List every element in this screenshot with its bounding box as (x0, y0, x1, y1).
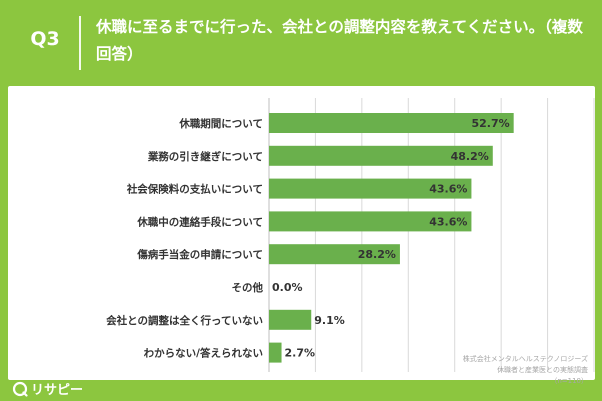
data-label: 2.7% (285, 347, 316, 360)
data-label: 43.6% (429, 183, 467, 196)
header: Q3 休職に至るまでに行った、会社との調整内容を教えてください。（複数回答） (0, 0, 602, 84)
bar (269, 342, 282, 363)
data-label: 0.0% (272, 281, 303, 294)
data-label: 52.7% (472, 117, 510, 130)
data-label: 9.1% (314, 314, 345, 327)
logo-mark-icon (12, 381, 28, 397)
category-label: 会社との調整は全く行っていない (106, 314, 263, 327)
data-label: 28.2% (358, 248, 396, 261)
category-label: 休職期間について (178, 117, 263, 130)
sample-size: （n=110） (550, 377, 588, 385)
chart-panel: 休職期間について 52.7% 業務の引き継ぎについて 48.2% 社会保険料の支払いにつ… (8, 86, 595, 380)
category-label: わからない/答えられない (144, 347, 263, 360)
data-label: 43.6% (429, 215, 467, 228)
bar (269, 309, 312, 330)
brand-logo: リサピー (12, 379, 83, 398)
bar (269, 113, 514, 133)
category-label: 休職中の連絡手段について (136, 215, 263, 228)
bar (269, 145, 493, 166)
bar-chart: 休職期間について 52.7% 業務の引き継ぎについて 48.2% 社会保険料の支払いにつ… (106, 98, 595, 372)
bar (269, 178, 472, 199)
source-note: 株式会社メンタルヘルステクノロジーズ 休職者と産業医との実態調査 （n=110） (463, 354, 588, 387)
bar (269, 244, 400, 265)
source-company: 株式会社メンタルヘルステクノロジーズ (462, 355, 588, 363)
question-label: Q3 (30, 28, 60, 50)
logo-text: リサピー (31, 383, 84, 398)
category-label: 社会保険料の支払いについて (126, 183, 263, 196)
header-divider (79, 16, 81, 70)
category-label: 傷病手当金の申請について (136, 248, 263, 261)
data-label: 48.2% (451, 150, 489, 163)
category-label: その他 (232, 281, 264, 294)
bar (269, 211, 472, 232)
question-title: 休職に至るまでに行った、会社との調整内容を教えてください。（複数回答） (96, 18, 583, 63)
source-survey: 休職者と産業医との実態調査 (497, 366, 588, 374)
category-label: 業務の引き継ぎについて (147, 150, 263, 163)
